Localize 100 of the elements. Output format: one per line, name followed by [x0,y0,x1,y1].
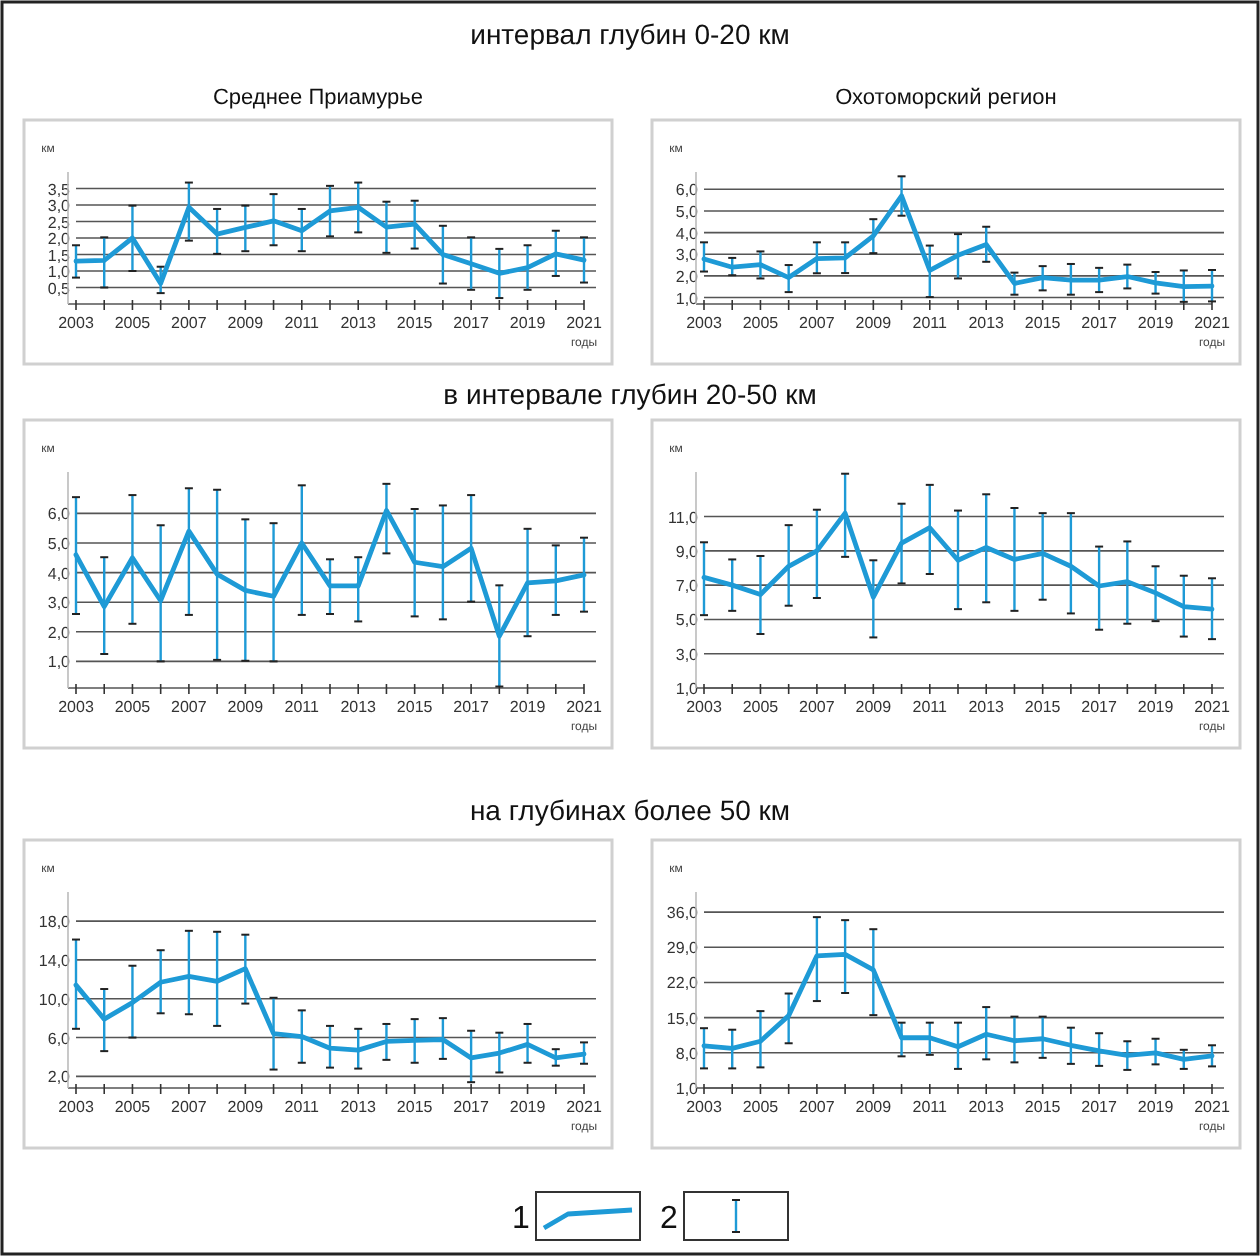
y-tick-label: 6,0 [675,181,700,200]
x-tick-label: 2005 [114,314,152,332]
y-tick-label: 2,5 [47,213,72,232]
legend-label: 1 [512,1202,530,1236]
x-tick-label: 2003 [686,1098,723,1116]
x-tick-label: 2019 [509,314,547,332]
x-tick-label: 2007 [171,698,208,716]
x-tick-label: 2015 [1024,314,1062,332]
y-tick-label: 4,0 [47,564,72,583]
x-tick-label: 2003 [686,698,723,716]
y-tick-label: 6,0 [47,1029,72,1048]
x-tick-label: 2015 [396,698,434,716]
x-tick-label: 2007 [799,314,836,332]
x-tick-label: 2011 [284,698,321,716]
x-tick-label: 2019 [509,698,547,716]
x-tick-label: 2007 [171,1098,208,1116]
y-tick-label: 2,0 [675,267,700,286]
y-tick-label: 1,0 [47,653,72,672]
x-tick-label: 2011 [912,698,949,716]
y-tick-label: 5,0 [675,611,700,630]
x-tick-label: 2021 [566,314,603,332]
x-tick-label: 2007 [799,698,836,716]
x-tick-label: 2011 [284,1098,321,1116]
x-tick-label: 2013 [968,698,1006,716]
x-tick-label: 2009 [855,1098,893,1116]
x-tick-label: 2013 [340,314,378,332]
y-tick-label: 18,0 [38,913,72,932]
x-tick-label: 2021 [1194,698,1231,716]
text: 2 [660,1202,678,1236]
y-tick-label: 1,0 [47,263,72,281]
y-tick-label: 3,0 [675,645,700,664]
x-tick-label: 2015 [396,1098,434,1116]
chart-title: на глубинах более 50 км [469,794,791,826]
x-tick-label: 2011 [912,1098,949,1116]
y-tick-label: 6,0 [47,505,72,524]
x-tick-label: 2013 [968,314,1006,332]
x-tick-label: 2011 [284,314,321,332]
x-tick-label: 2005 [742,314,780,332]
x-tick-label: 2021 [566,698,603,716]
x-tick-label: 2017 [453,314,491,332]
x-tick-label: 2007 [171,314,208,332]
y-tick-label: 0,5 [47,279,72,298]
x-tick-label: 2003 [686,314,723,332]
x-tick-label: 2005 [742,1098,780,1116]
y-tick-label: 8,0 [675,1044,700,1063]
x-tick-label: 2013 [968,1098,1006,1116]
x-tick-label: 2013 [340,698,378,716]
x-tick-label: 2017 [453,1098,491,1116]
x-tick-label: 2009 [227,314,265,332]
y-tick-label: 9,0 [675,542,700,561]
x-tick-label: 2015 [1024,1098,1062,1116]
x-tick-label: 2007 [799,1098,836,1116]
x-tick-label: 2003 [58,698,95,716]
y-tick-label: 5,0 [47,535,72,554]
x-tick-label: 2015 [1024,698,1062,716]
x-tick-label: 2013 [340,1098,378,1116]
y-tick-label: 3,5 [47,180,72,199]
y-tick-label: 2,0 [47,1068,72,1087]
y-tick-label: 2,0 [47,230,72,248]
x-tick-label: 2009 [227,1098,265,1116]
x-tick-label: 2019 [509,1098,547,1116]
y-tick-label: 4,0 [675,224,700,243]
x-tick-label: 2005 [742,698,780,716]
y-tick-label: 3,0 [675,246,700,265]
x-tick-label: 2015 [396,314,434,332]
x-tick-label: 2003 [58,314,95,332]
y-tick-label: 2,0 [47,623,72,642]
y-tick-label: 1,5 [47,246,72,265]
y-tick-label: 7,0 [675,577,700,596]
y-tick-label: 3,0 [47,594,72,613]
x-tick-label: 2011 [912,314,949,332]
x-tick-label: 2017 [453,698,491,716]
x-tick-label: 2021 [566,1098,603,1116]
y-tick-label: 15,0 [666,1009,700,1028]
x-tick-label: 2021 [1194,314,1231,332]
y-tick-label: 3,0 [47,197,72,215]
y-tick-label: 14,0 [38,951,72,970]
x-tick-label: 2017 [1081,698,1119,716]
x-tick-label: 2019 [1137,698,1175,716]
x-tick-label: 2017 [1081,1098,1119,1116]
x-tick-label: 2005 [114,698,152,716]
chart-subtitle: Среднее Приамурье [212,86,424,110]
y-tick-label: 1,0 [675,1080,700,1098]
y-tick-label: 11,0 [668,508,700,527]
x-tick-label: 2019 [1137,1098,1175,1116]
x-tick-label: 2009 [855,314,893,332]
x-tick-label: 2003 [58,1098,95,1116]
y-tick-label: 22,0 [666,974,700,993]
y-tick-label: 1,0 [675,680,700,698]
x-tick-label: 2021 [1194,1098,1231,1116]
y-tick-label: 10,0 [38,990,72,1009]
x-tick-label: 2009 [227,698,265,716]
chart-title: в интервале глубин 20-50 км [443,378,817,410]
x-tick-label: 2019 [1137,314,1175,332]
x-tick-label: 2017 [1081,314,1119,332]
y-tick-label: 29,0 [666,939,700,958]
x-tick-label: 2009 [855,698,893,716]
y-tick-label: 1,0 [675,289,700,308]
chart-subtitle: Охотоморский регион [835,86,1057,110]
chart-title: интервал глубин 0-20 км [470,18,790,50]
